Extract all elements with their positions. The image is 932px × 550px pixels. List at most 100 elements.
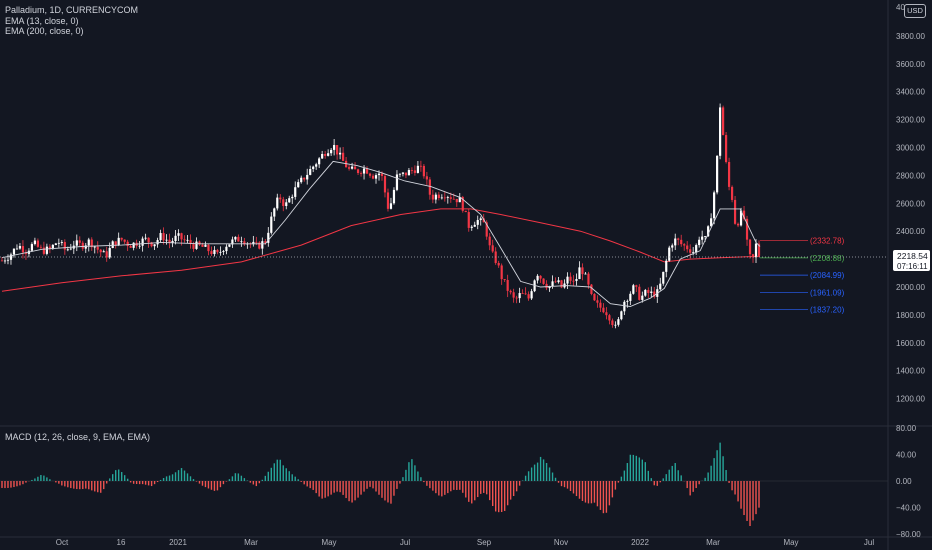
candle <box>288 195 291 203</box>
candle <box>99 248 102 258</box>
candle <box>12 248 16 258</box>
candle <box>686 241 689 253</box>
time-axis[interactable]: Oct 16 2021 Mar May Jul Sep Nov 2022 Mar May Jul <box>56 538 875 547</box>
price-axis-label: 1400.00 <box>896 367 925 376</box>
price-axis-label: 1200.00 <box>896 395 925 404</box>
candle <box>147 237 150 248</box>
candle <box>210 246 213 256</box>
candle <box>306 168 309 185</box>
candle <box>228 244 231 248</box>
candle <box>632 283 635 295</box>
legend-ema-13[interactable]: EMA (13, close, 0) <box>5 16 79 26</box>
candle <box>506 274 509 298</box>
price-axis-label: 3200.00 <box>896 116 925 125</box>
candle <box>105 246 108 262</box>
candle <box>757 240 761 258</box>
macd-histogram <box>1 442 760 527</box>
level-label: (2084.99) <box>810 271 845 280</box>
level-label: (1837.20) <box>810 306 845 315</box>
price-axis-label: 2800.00 <box>896 171 925 180</box>
candle <box>9 252 13 265</box>
candle <box>713 190 716 225</box>
currency-badge[interactable]: USD <box>904 4 926 18</box>
candle <box>273 207 276 222</box>
price-axis-label: 1600.00 <box>896 339 925 348</box>
candle <box>530 288 533 300</box>
candle <box>398 173 402 178</box>
candle <box>204 241 207 248</box>
candle <box>461 195 464 213</box>
candle <box>258 241 261 250</box>
candle <box>557 276 560 284</box>
candle <box>527 291 530 301</box>
candle <box>721 105 725 136</box>
candle <box>60 239 63 246</box>
price-axis[interactable]: 4000.00 3800.003600.003400.003200.003000… <box>896 3 925 404</box>
price-axis-label: 3000.00 <box>896 144 925 153</box>
candle <box>727 157 731 191</box>
candle <box>78 236 81 247</box>
legend-symbol[interactable]: Palladium, 1D, CURRENCYCOM <box>5 5 139 15</box>
candle <box>207 243 210 256</box>
candle <box>587 271 590 289</box>
candle <box>368 172 372 178</box>
candle <box>39 244 42 250</box>
candle <box>710 213 713 227</box>
candle <box>81 240 84 251</box>
candle <box>183 235 186 243</box>
time-axis-label: Mar <box>706 538 720 547</box>
candle <box>198 240 201 246</box>
candle <box>102 249 105 253</box>
candle <box>566 272 569 290</box>
time-axis-label: Nov <box>554 538 568 547</box>
level-lines: (2332.78) (2208.88) (2084.99) (1961.09) (183… <box>760 237 845 315</box>
candle <box>563 279 566 289</box>
candle <box>629 291 632 306</box>
price-axis-label: 2400.00 <box>896 227 925 236</box>
candle <box>488 232 491 251</box>
candle <box>524 287 527 295</box>
candle <box>560 279 563 289</box>
candle <box>234 236 237 243</box>
candle <box>695 243 698 256</box>
candle <box>410 167 414 174</box>
candle <box>75 234 78 252</box>
macd-axis-label: −80.00 <box>896 530 921 539</box>
candle <box>120 237 123 242</box>
candle <box>213 246 216 257</box>
candle <box>473 221 476 227</box>
candle <box>539 275 542 283</box>
candle <box>416 161 420 174</box>
candle <box>479 216 482 226</box>
candle <box>497 260 500 268</box>
macd-axis[interactable]: 80.00 40.00 0.00 −40.00 −80.00 <box>896 424 921 539</box>
candle <box>18 242 22 250</box>
level-label: (1961.09) <box>810 288 845 297</box>
legend-macd[interactable]: MACD (12, 26, close, 9, EMA, EMA) <box>5 432 151 442</box>
legend-ema-200[interactable]: EMA (200, close, 0) <box>5 26 84 36</box>
candle <box>36 238 40 248</box>
candle <box>303 177 306 182</box>
candle <box>623 300 626 316</box>
candle <box>237 234 240 242</box>
candle <box>374 173 378 184</box>
candle <box>425 171 428 185</box>
candle <box>428 177 431 200</box>
candle <box>680 234 683 247</box>
candle <box>431 189 434 204</box>
time-axis-label: Mar <box>244 538 258 547</box>
candle <box>467 208 470 232</box>
candle <box>677 237 680 246</box>
candle <box>21 240 25 259</box>
candle <box>617 317 620 327</box>
candle <box>126 239 129 251</box>
candle <box>701 230 704 245</box>
level-label: (2332.78) <box>810 237 845 246</box>
candle <box>291 194 294 204</box>
candle <box>162 227 165 245</box>
candle <box>593 293 596 302</box>
candle <box>422 164 425 179</box>
candle <box>386 188 390 212</box>
candle <box>674 233 677 250</box>
